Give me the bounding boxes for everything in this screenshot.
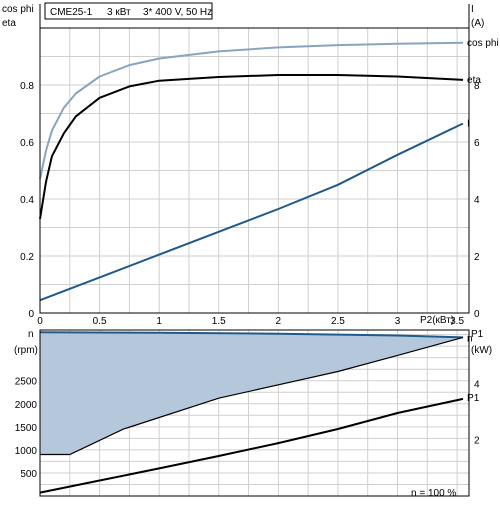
right-tick-label: 2 — [474, 252, 480, 263]
header-supply: 3* 400 V, 50 Hz — [143, 7, 212, 18]
left-tick-label: 1500 — [15, 423, 38, 434]
bottom-right-axis-label-2: (kW) — [471, 345, 492, 356]
bottom-left-axis-label-2: (rpm) — [14, 345, 38, 356]
left-tick-label: 0 — [28, 309, 34, 320]
x-tick-label: 3.5 — [450, 316, 464, 327]
left-tick-label: 0.6 — [20, 138, 34, 149]
x-axis-label: P2(кВт) — [420, 315, 454, 326]
bottom-footer-label: n = 100 % — [411, 488, 456, 499]
left-tick-label: 1000 — [15, 446, 38, 457]
left-tick-label: 0.8 — [20, 81, 34, 92]
speed-range-area — [40, 332, 463, 455]
series-line-P1 — [39, 397, 464, 494]
right-tick-label: 4 — [474, 195, 480, 206]
frame-layer — [39, 4, 470, 497]
left-tick-label: 2000 — [15, 400, 38, 411]
x-tick-label: 2.5 — [331, 316, 345, 327]
header-power: 3 кВт — [107, 7, 131, 18]
left-tick-label: 2500 — [15, 377, 38, 388]
x-tick-label: 0 — [37, 316, 43, 327]
series-label-I: I — [467, 118, 470, 129]
x-tick-label: 1 — [156, 316, 162, 327]
series-label-eta: eta — [467, 75, 481, 86]
series-line-eta — [39, 74, 464, 220]
left-tick-label: 0.2 — [20, 252, 34, 263]
right-tick-label: 6 — [474, 138, 480, 149]
bottom-right-axis-label: P1 — [471, 329, 484, 340]
right-tick-label: 8 — [474, 81, 480, 92]
bottom-plot-frame — [39, 329, 470, 497]
top-plot-frame — [39, 27, 470, 314]
x-tick-label: 1.5 — [212, 316, 226, 327]
x-tick-label: 3 — [395, 316, 401, 327]
series-line-n-min — [40, 336, 464, 456]
series-line-n-max — [39, 331, 464, 339]
series-line-cos-phi — [39, 41, 464, 180]
bottom-left-axis-label: n — [28, 329, 34, 340]
top-right-axis-label: I — [471, 4, 474, 15]
series-label-n: n — [467, 333, 473, 344]
series-line-I — [39, 122, 464, 302]
x-tick-label: 0.5 — [93, 316, 107, 327]
left-tick-label: 0.4 — [20, 195, 34, 206]
tick-label-layer: 0 0.2 0.4 0.6 0.8 0 2 4 6 8 0 0.5 1 1.5 2 2.5 3 3.5 500 100… — [15, 81, 480, 480]
right-tick-label: 4 — [474, 379, 480, 390]
top-left-axis-label: cos phi — [2, 4, 34, 15]
header-box — [44, 2, 213, 20]
header-model: CME25-1 — [50, 7, 93, 18]
right-tick-label: 2 — [474, 436, 480, 447]
left-tick-label: 500 — [20, 469, 37, 480]
x-tick-label: 2 — [276, 316, 282, 327]
top-left-axis-label-2: eta — [2, 18, 16, 29]
series-label-P1: P1 — [467, 393, 480, 404]
series-label-cos-phi: cos phi — [467, 38, 499, 49]
right-tick-label: 0 — [474, 309, 480, 320]
top-right-axis-label-2: (A) — [471, 18, 484, 29]
